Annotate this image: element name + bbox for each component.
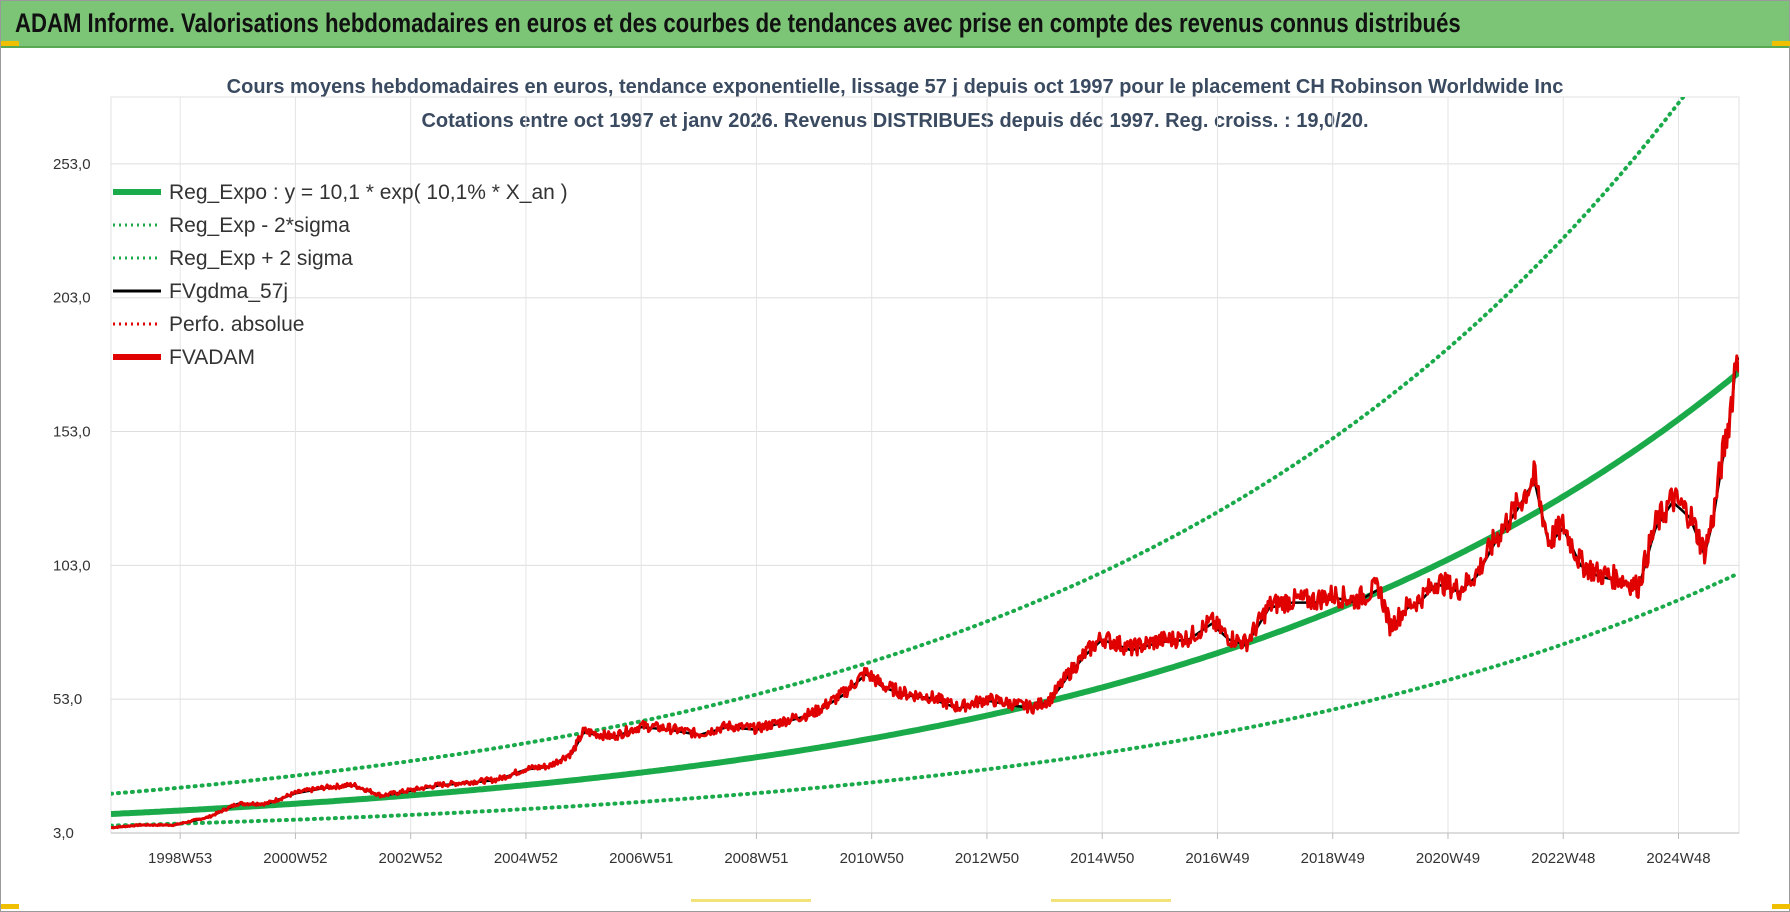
series-reg-exp-plus-2sigma [111, 97, 1686, 796]
plot-frame [110, 96, 1740, 834]
legend-label: Reg_Exp - 2*sigma [169, 214, 350, 237]
x-tick-label: 2012W50 [955, 850, 1019, 867]
x-tick-label: 2008W51 [724, 850, 788, 867]
x-tick-label: 2016W49 [1185, 850, 1249, 867]
legend-label: Reg_Exp + 2 sigma [169, 247, 353, 270]
x-tick-label: 2020W49 [1416, 850, 1480, 867]
corner-mark-icon [1, 904, 19, 909]
grid [110, 96, 1740, 839]
x-tick-label: 1998W53 [148, 850, 212, 867]
x-tick-label: 2022W48 [1531, 850, 1595, 867]
corner-mark-icon [1772, 904, 1790, 909]
legend-label: Perfo. absolue [169, 313, 304, 336]
series-fvadam [111, 354, 1739, 830]
series-fvgdma-57j [111, 357, 1739, 830]
x-tick-label: 2010W50 [840, 850, 904, 867]
report-banner: ADAM Informe. Valorisations hebdomadaire… [1, 1, 1789, 48]
chart-title: Cours moyens hebdomadaires en euros, ten… [227, 76, 1564, 98]
y-tick-label: 103,0 [53, 557, 91, 574]
y-tick-label: 153,0 [53, 424, 91, 441]
x-tick-label: 2000W52 [263, 850, 327, 867]
legend: Reg_Expo : y = 10,1 * exp( 10,1% * X_an … [113, 181, 568, 369]
x-tick-label: 2024W48 [1646, 850, 1710, 867]
chart-subtitle: Cotations entre oct 1997 et janv 2026. R… [421, 110, 1368, 132]
series-reg-exp-minus-2sigma [111, 571, 1739, 828]
y-tick-label: 53,0 [53, 691, 82, 708]
decorative-bar [691, 899, 811, 902]
y-axis: 3,0 53,0 103,0 153,0 203,0 253,0 [53, 156, 91, 842]
y-tick-label: 3,0 [53, 825, 74, 842]
y-tick-label: 253,0 [53, 156, 91, 173]
y-tick-label: 203,0 [53, 290, 91, 307]
x-tick-label: 2018W49 [1301, 850, 1365, 867]
plot-area [111, 97, 1739, 830]
report-title: ADAM Informe. Valorisations hebdomadaire… [15, 8, 1461, 38]
x-tick-label: 2014W50 [1070, 850, 1134, 867]
decorative-bar [1051, 899, 1171, 902]
corner-mark-icon [1, 41, 19, 46]
x-tick-label: 2002W52 [379, 850, 443, 867]
legend-label: FVADAM [169, 346, 255, 369]
x-axis: 1998W53 2000W52 2002W52 2004W52 2006W51 2008W… [148, 850, 1711, 867]
x-tick-label: 2006W51 [609, 850, 673, 867]
legend-label: FVgdma_57j [169, 280, 288, 303]
corner-mark-icon [1772, 41, 1790, 46]
series-reg-expo [111, 369, 1739, 817]
line-chart: Cours moyens hebdomadaires en euros, ten… [53, 76, 1740, 867]
x-tick-label: 2004W52 [494, 850, 558, 867]
legend-label: Reg_Expo : y = 10,1 * exp( 10,1% * X_an … [169, 181, 568, 204]
